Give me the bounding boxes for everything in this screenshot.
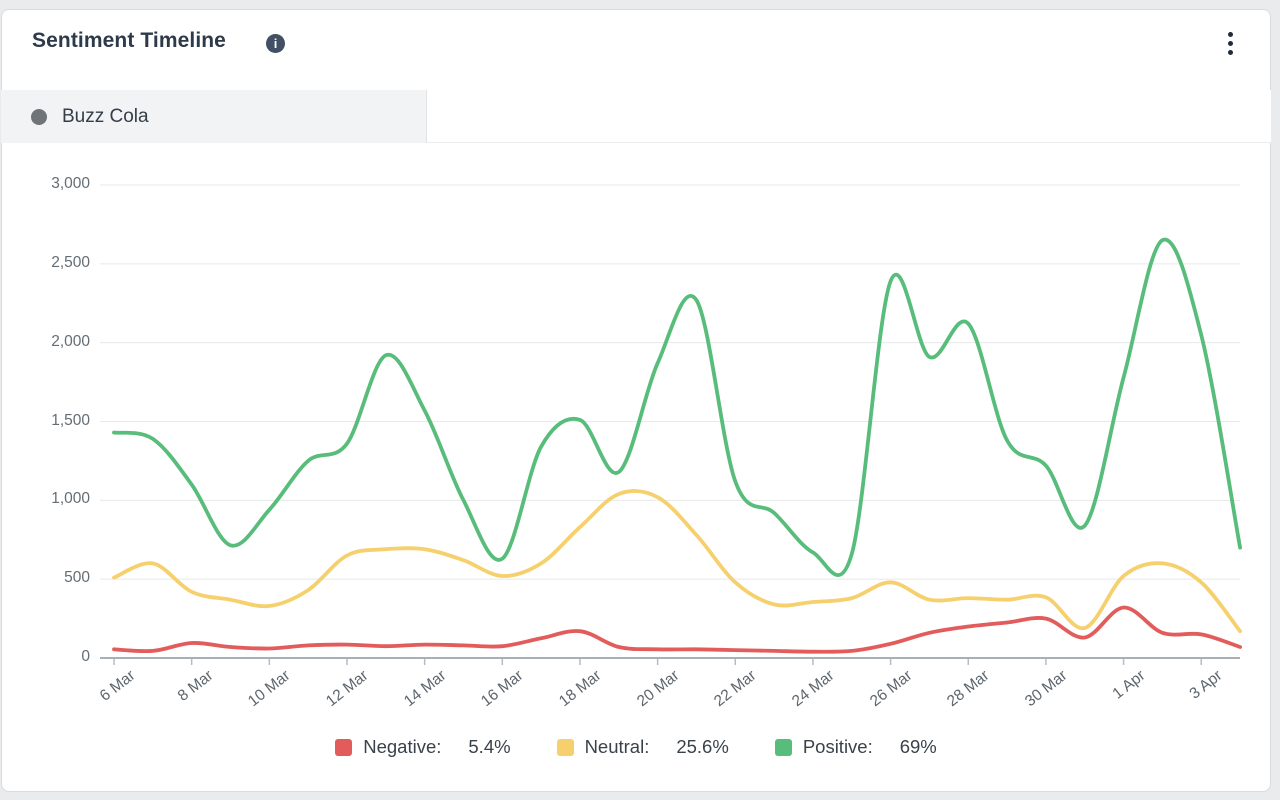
kebab-dot [1227, 50, 1233, 55]
y-axis-label: 3,000 [51, 175, 90, 192]
y-axis-label: 1,000 [51, 490, 90, 508]
sentiment-chart: 0 500 1,000 1,500 2,000 2,500 3,000 6 Mar 8 Mar 1… [0, 150, 1280, 736]
page-title: Sentiment Timeline [32, 29, 226, 52]
series-line-positive[interactable] [112, 237, 1242, 577]
series-line-negative[interactable] [112, 605, 1242, 654]
legend-value: 25.6% [676, 736, 729, 757]
legend-label: Positive: [802, 736, 873, 757]
y-axis-label: 500 [64, 569, 90, 587]
chart-canvas [100, 184, 1242, 665]
kebab-dot [1227, 41, 1233, 46]
legend-item-negative[interactable]: Negative: 5.4% [335, 736, 511, 758]
legend-item-positive[interactable]: Positive: 69% [774, 736, 937, 758]
chart-legend: Negative: 5.4% Neutral: 25.6% Positive: 69% [1, 736, 1271, 758]
legend-item-neutral[interactable]: Neutral: 25.6% [556, 736, 729, 758]
info-icon[interactable]: i [266, 34, 285, 53]
legend-value: 69% [899, 736, 937, 757]
legend-value: 5.4% [468, 736, 511, 757]
tab-bar: Buzz Cola [1, 90, 1271, 143]
legend-swatch-icon [335, 738, 353, 756]
y-axis-label: 1,500 [51, 411, 90, 429]
legend-swatch-icon [774, 738, 792, 756]
y-axis-label: 2,500 [51, 253, 90, 271]
legend-label: Negative: [363, 736, 442, 757]
legend-swatch-icon [556, 738, 574, 756]
y-axis-label: 2,000 [51, 332, 90, 350]
y-axis-label: 0 [81, 648, 90, 665]
kebab-menu-icon[interactable] [1224, 32, 1236, 60]
series-line-neutral[interactable] [112, 489, 1242, 634]
brand-dot-icon [31, 108, 47, 125]
tab-buzz-cola[interactable]: Buzz Cola [1, 90, 427, 143]
kebab-dot [1227, 32, 1233, 37]
legend-label: Neutral: [584, 736, 650, 757]
tab-label: Buzz Cola [62, 105, 149, 127]
